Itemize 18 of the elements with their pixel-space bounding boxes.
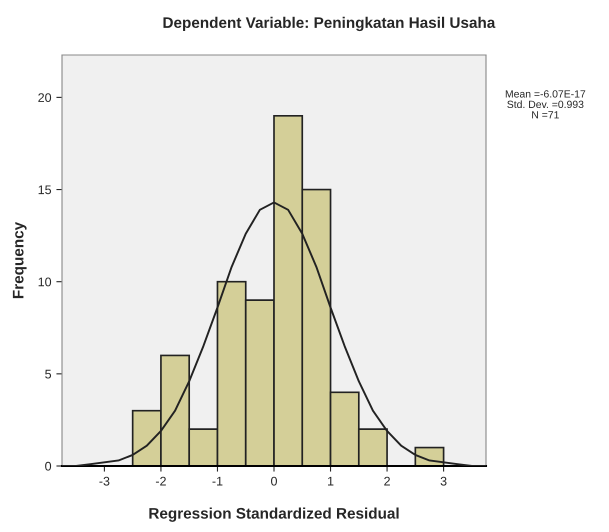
x-tick-label: -2 (156, 476, 166, 486)
x-axis-title: Regression Standardized Residual (149, 508, 399, 522)
chart-title: Dependent Variable: Peningkatan Hasil Usaha (163, 16, 496, 32)
y-axis-title: Frequency (12, 222, 27, 298)
x-tick-label: -1 (212, 476, 222, 486)
y-tick-label: 5 (45, 370, 52, 378)
text: Std. Dev. =0.993 (507, 100, 584, 108)
y-tick-label: 0 (45, 462, 52, 471)
x-tick-label: 3 (440, 476, 447, 486)
x-tick-label: -3 (99, 476, 110, 486)
text: Mean =-6.07E-17 (506, 90, 586, 98)
y-tick-label: 15 (38, 185, 52, 194)
x-tick-label: 2 (384, 476, 390, 486)
y-tick-label: 10 (38, 277, 52, 286)
x-tick-label: 1 (328, 476, 334, 486)
y-tick-label: 20 (38, 93, 52, 102)
text: N =71 (532, 111, 559, 118)
x-tick-label: 0 (271, 476, 277, 486)
